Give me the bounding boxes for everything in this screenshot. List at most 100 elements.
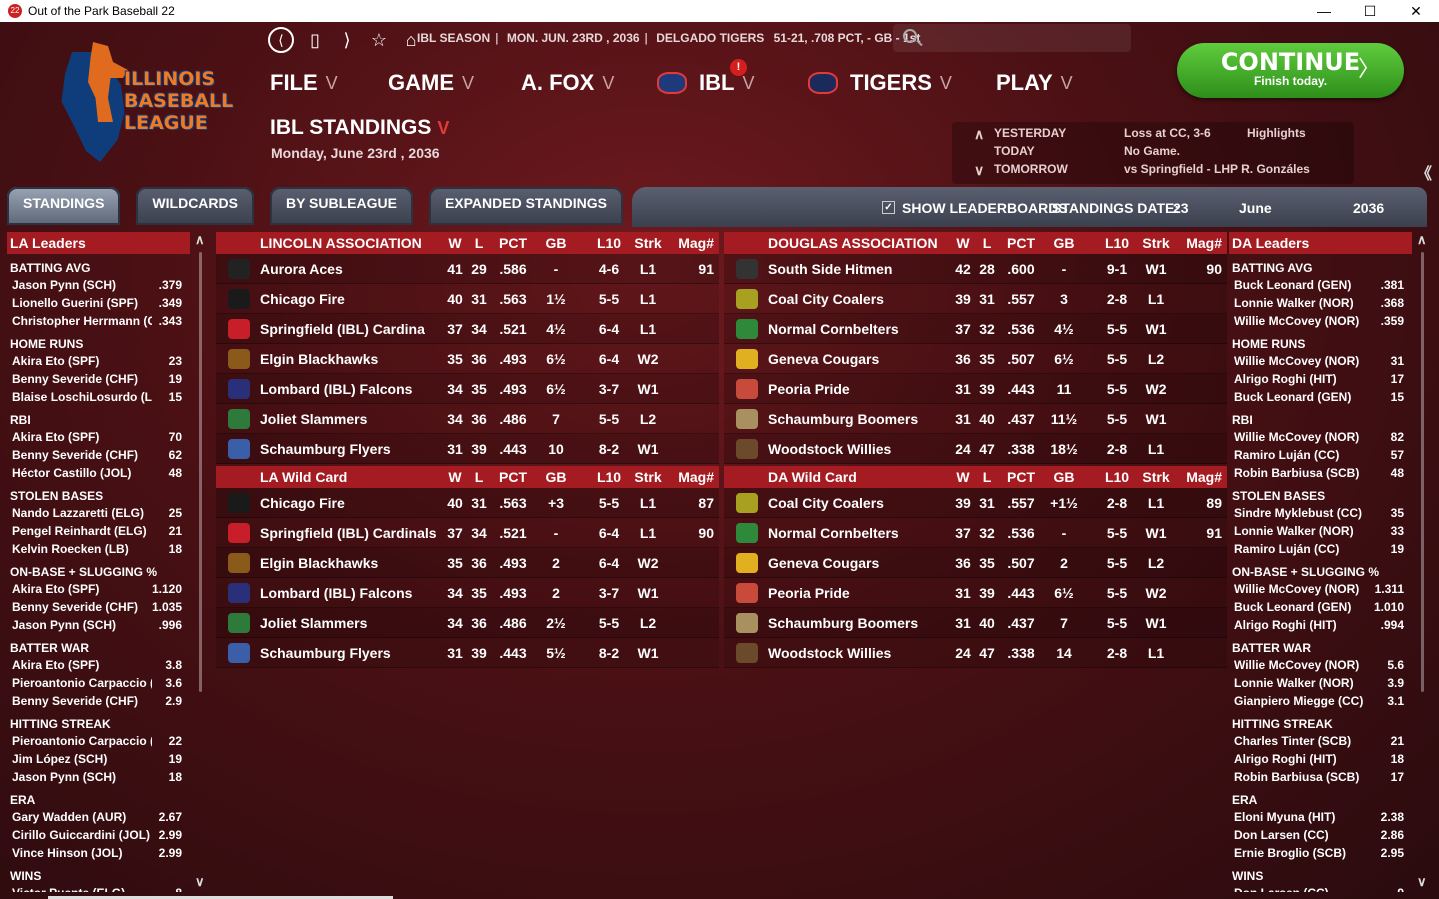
player-name[interactable]: Eloni Myuna (HIT) [1234, 810, 1336, 824]
team-name[interactable]: Chicago Fire [260, 291, 345, 307]
table-title[interactable]: LA Wild Card [260, 469, 348, 485]
continue-button[interactable]: CONTINUE Finish today. 〉 [1177, 43, 1404, 98]
team-name[interactable]: Coal City Coalers [768, 495, 884, 511]
table-row[interactable]: Schaumburg Boomers 31 40 .437 7 5-5 W1 [724, 608, 1227, 638]
player-name[interactable]: Akira Eto (SPF) [12, 430, 100, 444]
home-icon[interactable]: ⌂ [405, 29, 417, 50]
tab-expanded-standings[interactable]: EXPANDED STANDINGS [428, 187, 624, 225]
player-name[interactable]: Willie McCovey (NOR) [1234, 354, 1360, 368]
player-name[interactable]: Nando Lazzaretti (ELG) [12, 506, 145, 520]
player-name[interactable]: Vince Hinson (JOL) [12, 846, 123, 860]
leader-row[interactable]: Don Larsen (CC) 2.86 [1229, 826, 1412, 844]
player-name[interactable]: Benny Severide (CHF) [12, 448, 139, 462]
leader-row[interactable]: Eloni Myuna (HIT) 2.38 [1229, 808, 1412, 826]
table-row[interactable]: Coal City Coalers 39 31 .557 3 2-8 L1 [724, 284, 1227, 314]
player-name[interactable]: Alrigo Roghi (HIT) [1234, 752, 1337, 766]
player-name[interactable]: Benny Severide (CHF) [12, 372, 139, 386]
column-header-gb[interactable]: GB [545, 469, 567, 485]
leader-row[interactable]: Akira Eto (SPF) 70 [7, 428, 190, 446]
team-name[interactable]: Geneva Cougars [768, 555, 880, 571]
leader-row[interactable]: Cirillo Guiccardini (JOL) 2.99 [7, 826, 190, 844]
table-title[interactable]: DA Wild Card [768, 469, 857, 485]
scroll-thumb[interactable] [199, 252, 202, 692]
leader-row[interactable]: Robin Barbiusa (SCB) 48 [1229, 464, 1412, 482]
collapse-panel-icon[interactable]: 《 [1416, 166, 1433, 183]
league-logo[interactable]: ILLINOIS BASEBALL LEAGUE [58, 42, 233, 164]
menu-file[interactable]: FILE V [270, 70, 338, 95]
leader-row[interactable]: Lonnie Walker (NOR) 3.9 [1229, 674, 1412, 692]
column-header-strk[interactable]: Strk [634, 235, 662, 251]
scroll-down-icon[interactable]: ∨ [974, 162, 985, 178]
leader-row[interactable]: Pengel Reinhardt (ELG) 21 [7, 522, 190, 540]
column-header-l[interactable]: L [982, 469, 992, 485]
leader-row[interactable]: Willie McCovey (NOR) 1.311 [1229, 580, 1412, 598]
date-month-select[interactable]: June [1239, 200, 1272, 216]
player-name[interactable]: Héctor Castillo (JOL) [12, 466, 132, 480]
table-row[interactable]: Coal City Coalers 39 31 .557 +1½ 2-8 L1 89 [724, 488, 1227, 518]
table-row[interactable]: Schaumburg Flyers 31 39 .443 10 8-2 W1 [216, 434, 719, 464]
team-name[interactable]: Elgin Blackhawks [260, 555, 379, 571]
leader-row[interactable]: Akira Eto (SPF) 3.8 [7, 656, 190, 674]
table-row[interactable]: Elgin Blackhawks 35 36 .493 2 6-4 W2 [216, 548, 719, 578]
column-header-l[interactable]: L [474, 469, 484, 485]
table-row[interactable]: Springfield (IBL) Cardina 37 34 .521 4½ 6-4 L1 [216, 314, 719, 344]
team-name[interactable]: Joliet Slammers [260, 411, 368, 427]
column-header-pct[interactable]: PCT [499, 469, 527, 485]
menu-game[interactable]: GAME V [388, 70, 475, 95]
column-header-gb[interactable]: GB [545, 235, 567, 251]
column-header-gb[interactable]: GB [1053, 469, 1075, 485]
table-row[interactable]: Geneva Cougars 36 35 .507 2 5-5 L2 [724, 548, 1227, 578]
table-row[interactable]: Lombard (IBL) Falcons 34 35 .493 2 3-7 W1 [216, 578, 719, 608]
player-name[interactable]: Don Larsen (CC) [1234, 884, 1374, 892]
leader-row[interactable]: Christopher Herrmann (C .343 [7, 312, 190, 330]
team-name[interactable]: Lombard (IBL) Falcons [260, 381, 413, 397]
search-input[interactable] [893, 24, 1131, 52]
team-name[interactable]: South Side Hitmen [768, 261, 893, 277]
player-name[interactable]: Robin Barbiusa (SCB) [1234, 770, 1360, 784]
team-name[interactable]: Lombard (IBL) Falcons [260, 585, 413, 601]
leader-row[interactable]: Buck Leonard (GEN) 1.010 [1229, 598, 1412, 616]
table-row[interactable]: Lombard (IBL) Falcons 34 35 .493 6½ 3-7 W1 [216, 374, 719, 404]
leader-row[interactable]: Akira Eto (SPF) 1.120 [7, 580, 190, 598]
table-row[interactable]: Schaumburg Flyers 31 39 .443 5½ 8-2 W1 [216, 638, 719, 668]
column-header-w[interactable]: W [956, 235, 970, 251]
leader-row[interactable]: Gary Wadden (AUR) 2.67 [7, 808, 190, 826]
leader-row[interactable]: Pieroantonio Carpaccio (/ 3.6 [7, 674, 190, 692]
player-name[interactable]: Lonnie Walker (NOR) [1234, 676, 1354, 690]
player-name[interactable]: Alrigo Roghi (HIT) [1234, 372, 1337, 386]
team-name[interactable]: Springfield (IBL) Cardina [260, 321, 425, 337]
da-leaders-scrollbar[interactable]: ∧ ∨ [1417, 232, 1428, 891]
tab-wildcards[interactable]: WILDCARDS [136, 187, 254, 225]
player-name[interactable]: Robin Barbiusa (SCB) [1234, 466, 1360, 480]
leader-row[interactable]: Robin Barbiusa (SCB) 17 [1229, 768, 1412, 786]
yesterday-result[interactable]: Loss at CC, 3-6 [1124, 126, 1211, 140]
close-button[interactable]: ✕ [1410, 2, 1422, 19]
date-day-select[interactable]: 23 [1173, 200, 1189, 216]
team-name[interactable]: Peoria Pride [768, 585, 850, 601]
table-row[interactable]: Peoria Pride 31 39 .443 6½ 5-5 W2 [724, 578, 1227, 608]
leader-row[interactable]: Willie McCovey (NOR) .359 [1229, 312, 1412, 330]
forward-icon[interactable]: ⟩ [343, 29, 351, 50]
player-name[interactable]: Lonnie Walker (NOR) [1234, 296, 1354, 310]
tab-by-subleague[interactable]: BY SUBLEAGUE [269, 187, 413, 225]
player-name[interactable]: Ramiro Luján (CC) [1234, 448, 1340, 462]
leader-row[interactable]: Kelvin Roecken (LB) 18 [7, 540, 190, 558]
column-header-l[interactable]: L [982, 235, 992, 251]
la-leaders-scrollbar[interactable]: ∧ ∨ [195, 232, 206, 891]
scroll-up-icon[interactable]: ∧ [974, 126, 985, 142]
player-name[interactable]: Buck Leonard (GEN) [1234, 390, 1352, 404]
team-name[interactable]: Normal Cornbelters [768, 321, 899, 337]
team-name[interactable]: Normal Cornbelters [768, 525, 899, 541]
scroll-thumb[interactable] [1421, 252, 1424, 692]
menu-team[interactable]: TIGERS V [808, 70, 952, 96]
table-row[interactable]: Joliet Slammers 34 36 .486 2½ 5-5 L2 [216, 608, 719, 638]
team-name[interactable]: Schaumburg Flyers [260, 645, 391, 661]
leader-row[interactable]: Sindre Myklebust (CC) 35 [1229, 504, 1412, 522]
leader-row[interactable]: Blaise LoschiLosurdo (LB 15 [7, 388, 190, 406]
leader-row[interactable]: Benny Severide (CHF) 1.035 [7, 598, 190, 616]
table-row[interactable]: Chicago Fire 40 31 .563 +3 5-5 L1 87 [216, 488, 719, 518]
player-name[interactable]: Buck Leonard (GEN) [1234, 600, 1352, 614]
team-name[interactable]: Peoria Pride [768, 381, 850, 397]
column-header-strk[interactable]: Strk [1142, 235, 1170, 251]
table-row[interactable]: Elgin Blackhawks 35 36 .493 6½ 6-4 W2 [216, 344, 719, 374]
